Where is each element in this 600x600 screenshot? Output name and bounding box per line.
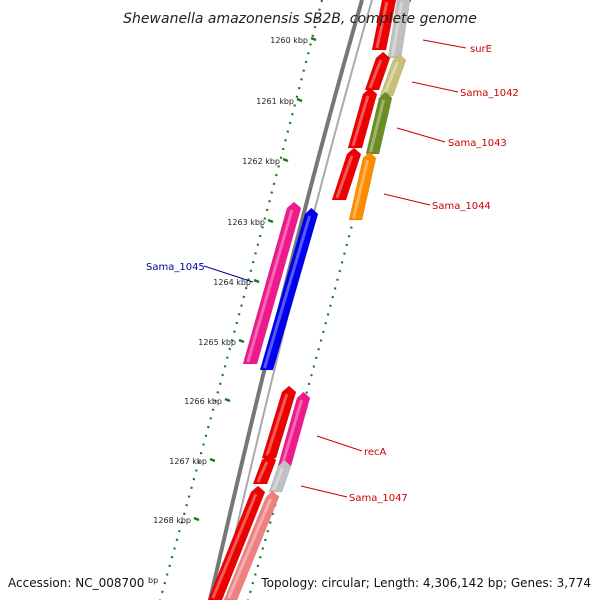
map-title: Shewanella amazonensis SB2B, complete ge… bbox=[123, 11, 477, 27]
gene-bar-bottom-red-highlight bbox=[211, 493, 258, 599]
major-tick-mark bbox=[209, 457, 216, 463]
tick-label: 1264 kbp bbox=[213, 278, 251, 287]
gene-bar-sama-1044-left bbox=[331, 147, 362, 201]
gene-bar-blue-highlight bbox=[263, 215, 311, 369]
tick-label: 1262 kbp bbox=[242, 157, 280, 166]
leader-surE bbox=[422, 39, 467, 49]
gene-bar-surE-top-highlight bbox=[375, 1, 389, 49]
tick-label: 1267 kbp bbox=[169, 457, 207, 466]
gene-bar-small-red bbox=[252, 453, 277, 485]
gene-bar-sama-1043-left-highlight bbox=[351, 95, 370, 147]
tick-label: 1263 kbp bbox=[227, 218, 265, 227]
gene-bar-sama-1044-highlight bbox=[352, 159, 370, 219]
gene-bar-sama-1043 bbox=[365, 91, 393, 155]
gene-bar-sama-1043-highlight bbox=[369, 99, 386, 153]
leader-sama-1047 bbox=[300, 485, 348, 498]
gene-bar-surE-top bbox=[371, 0, 397, 51]
major-tick-mark bbox=[282, 157, 289, 163]
gene-bar-bottom-salmon-highlight bbox=[227, 498, 272, 599]
gene-bar-small-red-highlight bbox=[256, 461, 269, 483]
gene-bar-bottom-salmon bbox=[223, 490, 280, 600]
tick-label: 1260 kbp bbox=[270, 36, 308, 45]
gene-bar-sama-1047 bbox=[268, 459, 292, 493]
backbone-inner bbox=[219, 0, 373, 600]
gene-bar-recA-highlight bbox=[281, 399, 303, 465]
gene-features bbox=[207, 0, 411, 600]
gene-bar-sama-1043-left bbox=[347, 87, 378, 149]
leader-sama-1042 bbox=[411, 81, 459, 93]
major-tick-mark bbox=[224, 397, 231, 403]
gene-bar-sama-1042-left-highlight bbox=[368, 59, 383, 89]
major-tick-mark bbox=[296, 97, 303, 103]
tick-label: 1266 kbp bbox=[184, 397, 222, 406]
gene-bar-recA-left-highlight bbox=[265, 393, 289, 457]
gene-bar-sama-1044 bbox=[348, 151, 377, 221]
tick-label: 1261 kbp bbox=[256, 97, 294, 106]
tick-label: 1265 kbp bbox=[198, 338, 236, 347]
gene-label-sama-1045: Sama_1045 bbox=[146, 262, 205, 273]
major-tick-mark bbox=[253, 278, 260, 284]
major-tick-mark bbox=[193, 516, 200, 522]
gene-label-surE: surE bbox=[470, 44, 492, 55]
tick-marks: 1260 kbp 1261 kbp 1262 kbp 1263 kbp 1264 kbp… bbox=[153, 36, 317, 525]
footer-topology: Topology: circular; Length: 4,306,142 bp… bbox=[260, 576, 591, 590]
gene-label-sama-1043: Sama_1043 bbox=[448, 138, 507, 149]
gene-bar-sama-1044-left-highlight bbox=[335, 155, 354, 199]
gene-label-sama-1042: Sama_1042 bbox=[460, 88, 519, 99]
gene-label-recA: recA bbox=[364, 447, 387, 458]
gene-bar-gray-top bbox=[387, 0, 411, 59]
gene-bar-bottom-red bbox=[207, 485, 266, 600]
gene-bar-gray-top-highlight bbox=[391, 1, 404, 57]
leader-recA bbox=[316, 435, 363, 452]
leader-lines bbox=[203, 39, 467, 498]
gene-bar-sama-1045-highlight bbox=[246, 209, 294, 363]
gene-bar-blue bbox=[259, 207, 319, 371]
major-tick-mark bbox=[267, 218, 274, 224]
major-tick-mark bbox=[238, 338, 245, 344]
gene-label-sama-1044: Sama_1044 bbox=[432, 201, 491, 212]
footer-bp-fragment: bp bbox=[148, 576, 158, 585]
gene-bar-sama-1045 bbox=[242, 201, 302, 365]
gene-bar-sama-1042-highlight bbox=[383, 61, 399, 95]
footer-accession: Accession: NC_008700 bbox=[8, 576, 144, 590]
leader-sama-1043 bbox=[396, 127, 446, 143]
major-tick-mark bbox=[310, 36, 317, 42]
tick-label: 1268 kbp bbox=[153, 516, 191, 525]
leader-sama-1045 bbox=[203, 265, 254, 283]
gene-bar-sama-1047-highlight bbox=[272, 467, 284, 491]
gene-label-sama-1047: Sama_1047 bbox=[349, 493, 408, 504]
leader-sama-1044 bbox=[383, 193, 431, 206]
